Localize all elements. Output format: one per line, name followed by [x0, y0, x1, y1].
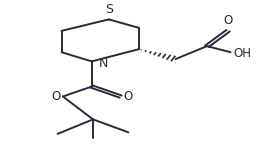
- Text: O: O: [223, 14, 233, 27]
- Text: S: S: [105, 3, 113, 16]
- Text: O: O: [123, 90, 132, 103]
- Text: O: O: [51, 90, 60, 103]
- Text: N: N: [98, 57, 108, 70]
- Text: OH: OH: [234, 47, 252, 60]
